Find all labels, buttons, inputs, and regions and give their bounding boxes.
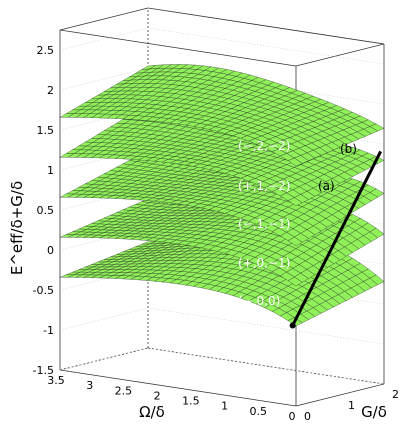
z-axis-label: E^eff/δ+G/δ — [8, 181, 26, 275]
box-edge — [59, 7, 149, 31]
z-tick-label: -1.5 — [33, 364, 54, 377]
trajectory-layer — [289, 150, 382, 329]
annotation-label: (a) — [318, 179, 335, 193]
x-tick-label: 0 — [289, 410, 296, 423]
box-edge — [59, 369, 297, 407]
grid-line — [59, 27, 385, 65]
z-tick-label: 0 — [47, 244, 54, 257]
y-axis-label: G/δ — [361, 403, 387, 421]
trajectory-start-point — [289, 322, 296, 329]
box-edge — [295, 383, 385, 407]
x-tick-label: 3 — [86, 379, 93, 392]
y-tick-label: 2 — [392, 388, 399, 401]
x-tick-label: 1.5 — [182, 395, 200, 408]
annotations: (−,2,−2) (+,1,−2) (−,1,−1) (+,0,−1) (−,0,0) (… — [238, 139, 357, 308]
surface-4 — [59, 64, 385, 167]
z-tick-label: -0.5 — [33, 284, 54, 297]
surface-cell — [287, 236, 303, 247]
z-tick-label: 0.5 — [37, 204, 55, 217]
x-tick-label: 2 — [154, 389, 161, 402]
z-tick-label: 2.5 — [37, 44, 55, 57]
surface-3 — [59, 104, 385, 207]
surface-cell — [287, 276, 303, 287]
grid-line — [59, 347, 385, 385]
annotation-label: (−,1,−1) — [238, 217, 290, 231]
x-tick-label: 1 — [221, 400, 228, 413]
surface-layers — [59, 64, 385, 327]
surface-cell — [287, 197, 303, 207]
annotation-label: (−,0,0) — [238, 294, 280, 308]
box-edge — [59, 29, 297, 67]
z-tick-label: 1.5 — [37, 124, 55, 137]
z-tick-label: 2 — [47, 84, 54, 97]
x-tick-label: 0.5 — [250, 405, 268, 418]
x-tick-label: 3.5 — [47, 374, 65, 387]
box-edge — [295, 43, 385, 67]
x-axis-label: Ω/δ — [139, 403, 165, 421]
annotation-label: (−,2,−2) — [238, 139, 290, 153]
annotation-label: (b) — [340, 142, 357, 156]
z-tick-label: 1 — [47, 164, 54, 177]
trajectory-curve — [291, 150, 382, 327]
annotation-label: (+,1,−2) — [238, 179, 290, 193]
y-tick-label: 0 — [304, 410, 311, 423]
axis-ticks: -1.5-1-0.500.511.522.53.5 3 2.5 2 1.5 1 0.5 0 01… — [33, 44, 399, 423]
y-tick-label: 1 — [348, 399, 355, 412]
grid-line — [59, 307, 385, 345]
x-tick-label: 2.5 — [115, 384, 133, 397]
annotation-label: (+,0,−1) — [238, 256, 290, 270]
z-tick-label: -1 — [43, 324, 54, 337]
box-edge — [147, 7, 385, 45]
surface-cell — [287, 157, 303, 167]
axis-labels: E^eff/δ+G/δ Ω/δ G/δ — [8, 181, 387, 421]
